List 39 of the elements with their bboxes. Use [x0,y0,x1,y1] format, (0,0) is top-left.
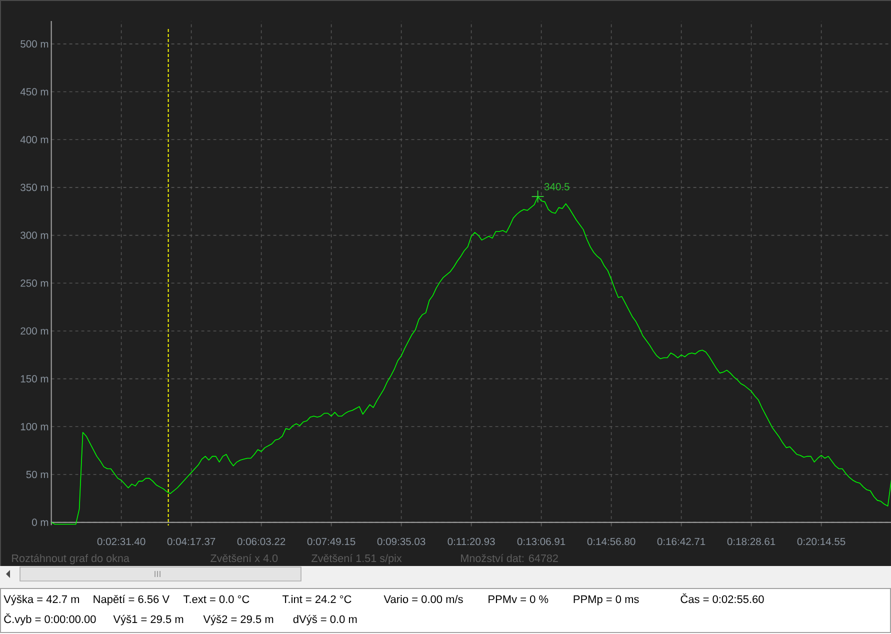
text: Výš2 = 29.5 m [203,614,274,626]
y-tick-label: 100 m [20,422,48,430]
text: Čas = 0:02:55.60 [680,593,764,604]
text: Množství dat: 64782 [461,554,558,562]
text: Výška = 42.7 m [4,594,79,606]
text: Napětí = 6.56 V [94,594,170,606]
text: Výš1 = 29.5 m [113,614,184,626]
x-tick-label: 0:14:56.80 [587,538,636,546]
x-tick-label: 0:04:17.37 [167,538,216,546]
text: PPMp = 0 ms [574,595,639,606]
x-tick-label: 0:18:28.61 [727,538,776,546]
text: T.int = 24.2 °C [282,595,352,604]
text: T.ext = 0.0 °C [183,595,250,604]
text: Vario = 0.00 m/s [384,595,463,604]
y-tick-label: 300 m [20,232,48,239]
x-tick-label: 0:13:06.91 [517,538,566,546]
text: dVýš = 0.0 m [293,614,357,626]
y-tick-label: 150 m [20,375,48,382]
text: Č.vyb = 0:00:00.00 [4,613,96,626]
text: Zvětšení 1.51 s/pix [312,554,402,564]
y-tick-label: 0 m [32,518,48,526]
y-tick-label: 400 m [20,136,48,144]
y-tick-label: 250 m [20,279,48,287]
text: Roztáhnout graf do okna [12,554,130,564]
x-tick-label: 0:02:31.40 [97,538,146,546]
y-tick-label: 200 m [20,327,48,335]
y-tick-label: 500 m [20,40,48,48]
text: Zvětšení x 4.0 [210,554,278,562]
data-label: 340.5 [544,183,570,190]
x-tick-label: 0:09:35.03 [377,538,426,546]
text: PPMv = 0 % [488,595,548,604]
x-tick-label: 0:16:42.71 [657,538,706,546]
x-tick-label: 0:20:14.55 [797,538,846,546]
y-tick-label: 350 m [20,184,48,192]
x-tick-label: 0:07:49.15 [307,538,356,546]
y-tick-label: 450 m [20,88,48,96]
y-tick-label: 50 m [26,470,48,478]
x-tick-label: 0:11:20.93 [448,538,495,546]
x-tick-label: 0:06:03.22 [237,538,286,546]
